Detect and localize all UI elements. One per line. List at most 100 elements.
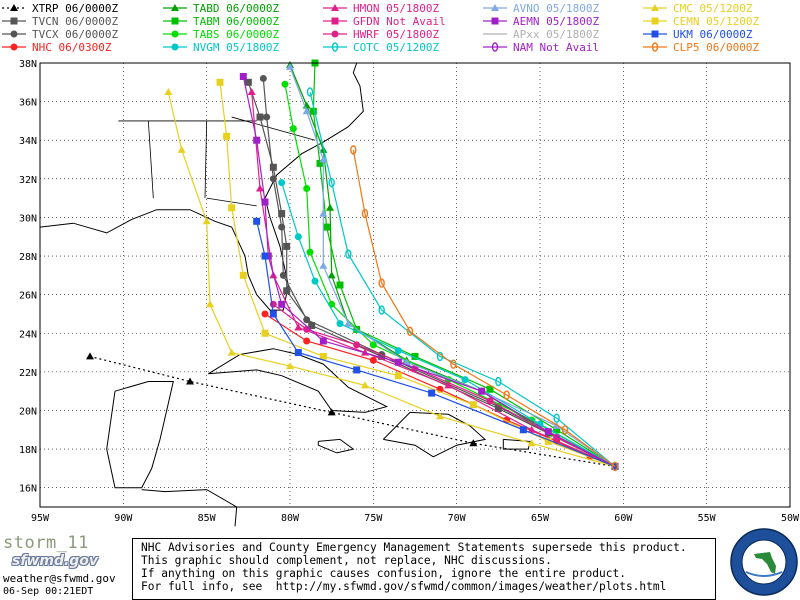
track-point [394, 358, 402, 366]
legend-marker [171, 30, 179, 38]
track-point [269, 300, 277, 308]
x-tick-label: 90W [114, 513, 133, 524]
track-point [478, 387, 486, 395]
track-point [286, 362, 294, 370]
track-point [361, 208, 369, 219]
track-line [309, 91, 616, 467]
track-point [319, 209, 328, 217]
track-line [242, 76, 616, 468]
track-point [519, 426, 527, 434]
track-point [303, 337, 311, 345]
legend-label: HWRF 05/1800Z [353, 28, 439, 41]
track-point [495, 376, 502, 387]
track-point [544, 428, 552, 436]
legend-label: NVGM 05/1800Z [193, 41, 279, 54]
legend-marker [491, 42, 499, 52]
track-point [177, 145, 186, 153]
x-tick-label: 60W [614, 513, 633, 524]
track-point [259, 74, 267, 82]
track-point [261, 252, 269, 260]
track-point [261, 310, 269, 318]
track-point [411, 352, 419, 360]
track-line [312, 62, 616, 468]
legend-marker [651, 4, 659, 11]
track-point [303, 316, 311, 324]
track-point [206, 300, 214, 308]
y-tick-label: 36N [19, 98, 37, 109]
track-point [544, 437, 552, 445]
track-point [261, 329, 269, 337]
disclaimer-line-3: If anything on this graphic causes confu… [141, 567, 626, 580]
legend-label: NAM Not Avail [513, 41, 599, 54]
track-point [316, 159, 324, 167]
legend-label: GFDN Not Avail [353, 15, 446, 28]
track-point [469, 439, 478, 447]
track-point [527, 439, 536, 447]
track-point [486, 397, 494, 405]
disclaimer-box: NHC Advisories and County Emergency Mana… [132, 538, 716, 600]
y-tick-label: 34N [19, 136, 37, 147]
track-point [261, 198, 269, 206]
hispaniola [382, 411, 487, 458]
track-point [327, 408, 336, 416]
track-line [256, 221, 616, 468]
track-point [216, 78, 224, 86]
legend-label: TVCX 06/0000Z [32, 28, 118, 41]
track-point [294, 323, 303, 331]
legend-marker [10, 30, 18, 38]
legend-marker [331, 4, 339, 11]
y-tick-label: 24N [19, 329, 37, 340]
legend-marker [331, 30, 339, 38]
disclaimer-line-1: NHC Advisories and County Emergency Mana… [141, 541, 687, 554]
disclaimer-line-4[interactable]: For full info, see http://my.sfwmd.gov/s… [141, 580, 667, 593]
track-point [256, 184, 264, 192]
track-point [336, 281, 344, 289]
x-tick-label: 80W [281, 513, 300, 524]
track-point [278, 210, 286, 218]
track-point [336, 320, 344, 328]
track-point [281, 80, 289, 88]
legend-item-apxx: APxx 05/1800Z [483, 28, 599, 41]
us-gulf-coast [39, 62, 364, 311]
legend-marker [651, 30, 659, 38]
legend-item-tabd: TABD 06/0000Z [163, 2, 279, 15]
y-tick-label: 26N [19, 291, 37, 302]
track-point [253, 136, 261, 144]
track-point [186, 377, 194, 385]
sfwmd-seal-icon [730, 528, 798, 596]
y-tick-label: 20N [19, 406, 37, 417]
legend-item-aemn: AEMN 05/1800Z [483, 15, 599, 28]
legend-item-hmon: HMON 05/1800Z [323, 2, 439, 15]
track-line [289, 66, 616, 467]
state-border [147, 120, 154, 199]
track-point [202, 217, 211, 225]
legend-marker [331, 17, 339, 25]
legend-label: HMON 05/1800Z [353, 2, 439, 15]
legend-item-clp5: CLP5 06/0000Z [643, 41, 759, 54]
track-point [561, 425, 569, 435]
legend-label: NHC 06/0300Z [32, 41, 112, 54]
forecast-tracks [86, 59, 619, 472]
track-point [402, 358, 411, 366]
legend-label: TABD 06/0000Z [193, 2, 279, 15]
legend-item-gfdn: GFDN Not Avail [323, 15, 446, 28]
x-tick-label: 75W [364, 513, 383, 524]
legend-label: CMC 05/1200Z [673, 2, 753, 15]
track-point [378, 305, 385, 315]
legend-label: AEMN 05/1800Z [513, 15, 599, 28]
legend-label: UKM 06/0000Z [673, 28, 753, 41]
issue-timestamp: 06-Sep 00:21EDT [3, 586, 94, 597]
track-point [278, 300, 286, 308]
track-point [344, 319, 353, 327]
track-point [553, 426, 561, 434]
track-point [469, 401, 477, 409]
track-point [323, 223, 331, 231]
legend-marker [651, 17, 659, 25]
track-point [350, 145, 357, 155]
legend-item-xtrp: XTRP 06/0000Z [2, 2, 118, 15]
track-point [394, 347, 402, 355]
legend-label: TABS 06/0000Z [193, 28, 279, 41]
track-point [269, 175, 277, 183]
jamaica [317, 438, 355, 454]
